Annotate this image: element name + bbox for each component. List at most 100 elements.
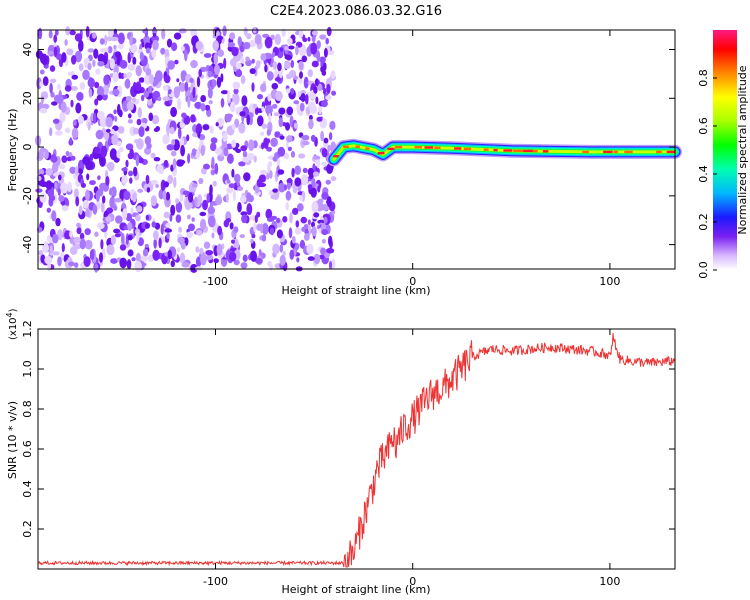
noise-blob xyxy=(119,60,128,69)
noise-blob xyxy=(39,81,43,88)
noise-blob xyxy=(116,150,121,159)
noise-blob xyxy=(182,43,191,56)
noise-blob xyxy=(271,82,279,90)
noise-blob xyxy=(246,203,253,216)
signal-peak xyxy=(355,145,360,148)
noise-blob xyxy=(82,199,90,209)
noise-blob xyxy=(166,232,170,240)
noise-blob xyxy=(279,244,284,253)
noise-blob xyxy=(246,114,250,126)
noise-blob xyxy=(296,257,300,263)
noise-blob xyxy=(233,226,239,234)
noise-blob xyxy=(61,155,68,163)
noise-blob xyxy=(78,205,83,216)
noise-blob xyxy=(101,93,108,101)
noise-blob xyxy=(181,73,185,82)
noise-blob xyxy=(300,216,308,224)
noise-blob xyxy=(200,253,207,266)
noise-blob xyxy=(181,112,187,119)
noise-blob xyxy=(191,148,197,157)
noise-blob xyxy=(151,49,157,58)
noise-blob xyxy=(113,205,118,211)
noise-blob xyxy=(127,52,132,64)
noise-blob xyxy=(279,68,283,79)
noise-blob xyxy=(141,94,145,102)
noise-blob xyxy=(57,229,63,241)
signal-peak xyxy=(603,150,613,154)
noise-blob xyxy=(125,213,132,222)
snr-y-tick-label: 0.4 xyxy=(21,480,34,498)
noise-blob xyxy=(285,88,291,94)
noise-blob xyxy=(200,144,205,157)
signal-peak xyxy=(454,147,462,150)
noise-blob xyxy=(245,56,250,62)
noise-blob xyxy=(179,136,185,148)
noise-blob xyxy=(100,201,105,213)
noise-blob xyxy=(313,155,321,160)
noise-blob xyxy=(91,32,97,39)
noise-blob xyxy=(148,73,154,85)
noise-blob xyxy=(289,211,293,224)
noise-blob xyxy=(169,213,173,222)
noise-blob xyxy=(186,134,190,142)
noise-blob xyxy=(170,150,177,157)
noise-blob xyxy=(120,72,125,80)
noise-blob xyxy=(94,231,99,237)
noise-blob xyxy=(233,259,240,266)
snr-y-multiplier-close: ) xyxy=(8,308,19,312)
noise-blob xyxy=(300,93,306,102)
noise-blob xyxy=(313,86,318,94)
noise-blob xyxy=(248,139,255,151)
spectrogram-x-label: Height of straight line (km) xyxy=(281,284,430,297)
noise-blob xyxy=(69,30,76,36)
noise-blob xyxy=(215,122,219,127)
noise-blob xyxy=(211,232,215,239)
noise-blob xyxy=(313,212,320,218)
noise-blob xyxy=(134,139,139,144)
noise-blob xyxy=(284,60,291,70)
noise-blob xyxy=(94,81,100,89)
noise-blob xyxy=(220,98,225,108)
noise-blob xyxy=(320,100,328,108)
signal-peak xyxy=(624,150,633,154)
noise-blob xyxy=(196,229,203,236)
noise-blob xyxy=(205,250,214,256)
noise-blob xyxy=(35,188,43,193)
noise-blob xyxy=(266,146,272,152)
noise-blob xyxy=(274,33,281,46)
noise-blob xyxy=(235,148,242,153)
noise-blob xyxy=(306,243,314,255)
noise-blob xyxy=(49,65,56,72)
noise-blob xyxy=(325,95,332,101)
noise-blob xyxy=(145,174,150,185)
noise-blob xyxy=(210,142,217,152)
noise-blob xyxy=(301,55,308,63)
noise-blob xyxy=(285,73,292,80)
noise-blob xyxy=(198,68,202,78)
spectrogram-y-label: Frequency (Hz) xyxy=(6,109,19,192)
noise-blob xyxy=(163,181,169,188)
noise-blob xyxy=(92,59,96,67)
noise-blob xyxy=(69,137,73,146)
noise-blob xyxy=(310,134,316,142)
noise-blob xyxy=(150,152,156,159)
noise-blob xyxy=(79,238,86,250)
noise-blob xyxy=(241,95,248,107)
noise-blob xyxy=(216,35,223,41)
noise-blob xyxy=(166,38,173,48)
noise-blob xyxy=(323,62,327,71)
noise-blob xyxy=(179,159,186,165)
snr-y-ticks: 0.2 0.4 0.6 0.8 1.0 1.2 xyxy=(21,320,675,538)
noise-blob xyxy=(94,98,99,106)
noise-blob xyxy=(253,222,257,233)
noise-blob xyxy=(302,140,310,146)
noise-blob xyxy=(45,168,54,176)
noise-blob xyxy=(320,247,326,256)
noise-blob xyxy=(158,237,162,249)
noise-blob xyxy=(95,190,100,202)
svg-text:(x104): (x104) xyxy=(5,308,19,340)
noise-blob xyxy=(278,117,284,128)
noise-blob xyxy=(279,47,284,52)
noise-blob xyxy=(189,77,194,84)
noise-blob xyxy=(49,244,53,257)
